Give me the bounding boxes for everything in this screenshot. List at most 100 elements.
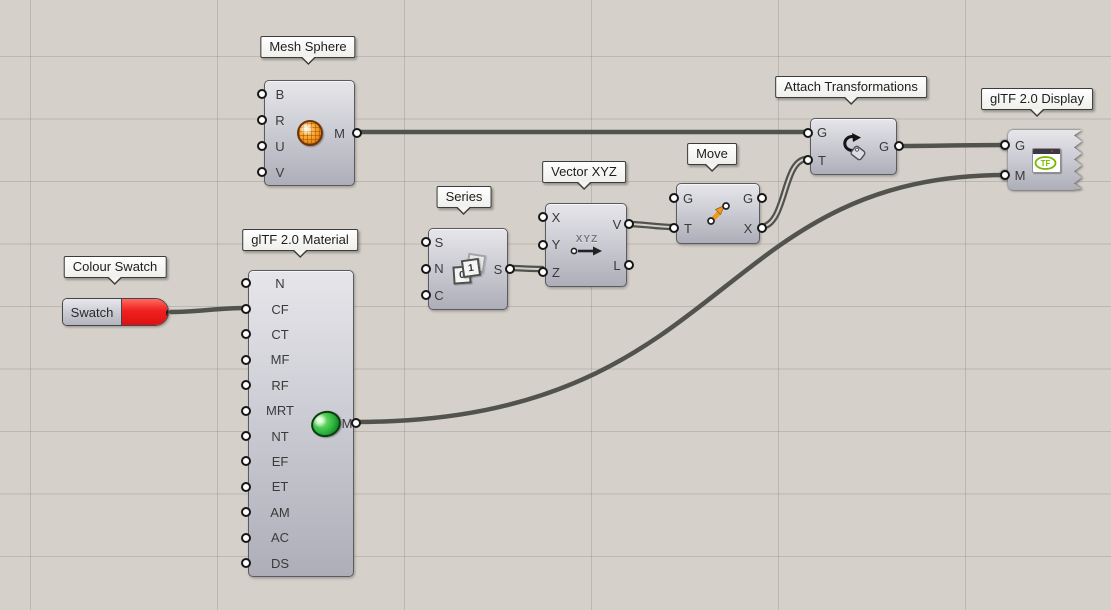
colour-swatch-port-out[interactable] [166,307,168,318]
move-port-g-out[interactable] [757,193,767,203]
nametag-label: Colour Swatch [72,259,158,274]
attach-port-t[interactable] [803,155,813,165]
swatch-button[interactable]: Swatch [63,299,122,325]
nametag-label: glTF 2.0 Material [251,232,349,247]
gltf-material-port-mf[interactable] [241,354,251,365]
series-port-s[interactable] [421,236,431,247]
gltf-material-port-cf[interactable] [241,303,251,314]
output-label: M [334,125,345,141]
input-label: S [434,234,444,250]
move-port-t[interactable] [669,223,679,233]
input-label: ET [271,479,289,495]
gltf-material-port-ef[interactable] [241,456,251,466]
gltf-material-port-n[interactable] [241,278,251,288]
output-label: L [613,258,621,273]
wire-swatch-to-material[interactable] [168,305,249,315]
mesh-sphere-port-u[interactable] [257,140,267,151]
input-label: N [275,276,285,292]
nametag-vector-xyz: Vector XYZ [542,161,626,183]
component-series[interactable]: S N C 2 0 1 S [421,228,515,310]
component-vector-xyz[interactable]: X Y Z XYZ V L [538,203,634,287]
input-label: V [275,164,285,180]
material-sphere-icon [308,407,344,440]
attach-transformations-icon [842,132,865,160]
svg-text:TF: TF [1041,159,1051,168]
input-label: MF [270,352,290,368]
series-port-s-out[interactable] [505,263,515,274]
input-label: G [1014,137,1026,153]
input-label: N [434,261,444,277]
input-label: MRT [266,403,294,419]
input-label: T [684,220,692,236]
component-colour-swatch[interactable]: Swatch [62,298,169,326]
gltf-display-port-g[interactable] [1000,139,1010,150]
series-port-n[interactable] [421,263,431,274]
input-label: CF [271,301,289,317]
output-label: S [493,261,503,277]
vector-xyz-port-z[interactable] [538,267,548,277]
gltf-display-port-m[interactable] [1000,169,1010,180]
gltf-material-port-et[interactable] [241,481,251,492]
series-port-c[interactable] [421,290,431,300]
input-label: EF [271,454,289,470]
vector-xyz-port-x[interactable] [538,212,548,222]
input-label: X [551,210,561,226]
vector-xyz-icon-text: XYZ [575,233,599,245]
component-mesh-sphere[interactable]: B R U V M [257,80,362,186]
gltf-material-port-mrt[interactable] [241,405,251,416]
mesh-sphere-port-m-out[interactable] [352,127,362,138]
wire-vector-to-move[interactable] [624,220,678,231]
move-port-x-out[interactable] [757,223,767,233]
nametag-label: glTF 2.0 Display [990,91,1084,106]
input-label: M [1014,167,1026,183]
mesh-sphere-port-v[interactable] [257,166,267,177]
vector-xyz-port-l-out[interactable] [624,260,634,270]
gltf-material-port-ac[interactable] [241,532,251,543]
component-move[interactable]: G T G X [669,183,767,244]
gltf-material-port-rf[interactable] [241,380,251,390]
input-label: G [816,125,828,141]
window-dot-icon [1051,150,1053,152]
nametag-label: Mesh Sphere [269,39,347,54]
input-label: G [682,191,694,207]
input-label: T [818,152,826,168]
attach-port-g[interactable] [803,127,813,138]
mesh-sphere-port-r[interactable] [257,114,267,125]
nametag-colour-swatch: Colour Swatch [63,256,167,278]
nametag-move: Move [687,143,737,165]
series-icon: 2 0 1 [452,252,487,285]
gltf-material-port-m-out[interactable] [351,418,361,428]
nametag-label: Series [445,189,483,204]
component-gltf-material[interactable]: N CF CT MF RF MRT NT EF ET AM AC DS M [241,270,361,577]
wire-attach-to-display[interactable] [895,142,1009,149]
input-label: U [275,138,285,154]
vector-xyz-port-y[interactable] [538,239,548,250]
move-port-g[interactable] [669,193,679,203]
component-attach-transformations[interactable]: G T G [803,118,904,175]
gltf-material-port-am[interactable] [241,507,251,517]
input-label: Y [551,237,561,253]
gltf-material-port-ds[interactable] [241,558,251,568]
mesh-sphere-port-b[interactable] [257,88,267,99]
mesh-sphere-icon [297,120,323,146]
input-label: C [434,288,444,304]
vector-xyz-icon: XYZ [568,234,606,257]
nametag-series: Series [436,186,492,208]
input-label: NT [271,428,289,444]
nametag-mesh-sphere: Mesh Sphere [260,36,356,58]
nametag-label: Attach Transformations [784,79,918,94]
wire-material-to-display[interactable] [352,172,1009,425]
gltf-display-icon: TF [1032,148,1061,173]
gltf-material-port-nt[interactable] [241,431,251,441]
input-label: AC [270,530,290,546]
vector-xyz-port-v-out[interactable] [624,219,634,229]
attach-port-g-out[interactable] [894,141,904,151]
gltf-material-port-ct[interactable] [241,329,251,339]
swatch-color-well[interactable] [122,299,168,325]
wire-move-to-attach[interactable] [756,155,811,231]
nametag-gltf-material: glTF 2.0 Material [242,229,358,251]
vector-arrow-icon [570,246,602,255]
output-label: X [743,220,753,236]
component-gltf-display[interactable]: G M TF [1000,130,1082,190]
